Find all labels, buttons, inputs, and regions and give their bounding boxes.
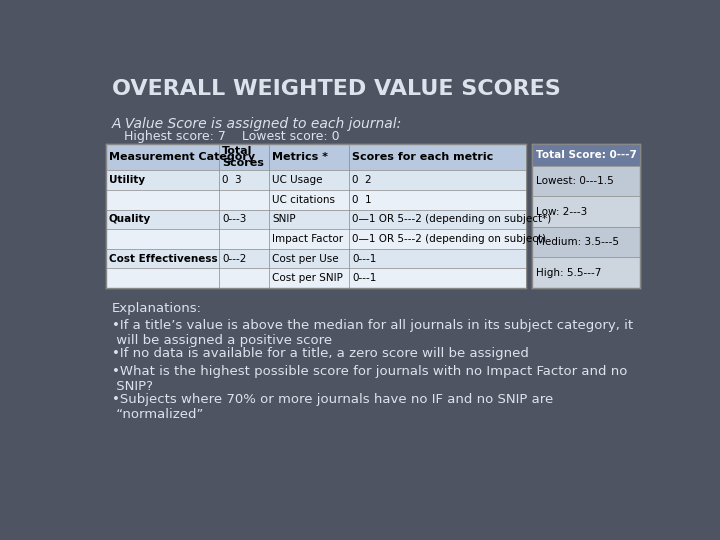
Text: UC Usage: UC Usage <box>272 175 323 185</box>
Bar <box>106 210 526 229</box>
Bar <box>106 268 526 288</box>
Text: 0---2: 0---2 <box>222 254 246 264</box>
Text: Low: 2---3: Low: 2---3 <box>536 207 587 217</box>
Text: Highest score: 7    Lowest score: 0: Highest score: 7 Lowest score: 0 <box>112 130 339 143</box>
Bar <box>532 258 640 288</box>
Bar <box>532 144 640 288</box>
Text: Metrics *: Metrics * <box>272 152 328 162</box>
Text: High: 5.5---7: High: 5.5---7 <box>536 268 601 278</box>
Text: 0---3: 0---3 <box>222 214 246 225</box>
Bar <box>532 196 640 227</box>
Text: 0—1 OR 5---2 (depending on subject): 0—1 OR 5---2 (depending on subject) <box>352 234 546 244</box>
Bar <box>106 144 526 170</box>
Text: 0—1 OR 5---2 (depending on subject*): 0—1 OR 5---2 (depending on subject*) <box>352 214 552 225</box>
Text: Cost Effectiveness: Cost Effectiveness <box>109 254 217 264</box>
Text: A Value Score is assigned to each journal:: A Value Score is assigned to each journa… <box>112 117 402 131</box>
Text: Total
Scores: Total Scores <box>222 146 264 168</box>
Bar <box>532 166 640 196</box>
Text: Explanations:: Explanations: <box>112 302 202 315</box>
Text: Impact Factor: Impact Factor <box>272 234 343 244</box>
Bar <box>106 190 526 210</box>
Text: •Subjects where 70% or more journals have no IF and no SNIP are
 “normalized”: •Subjects where 70% or more journals hav… <box>112 393 553 421</box>
Text: UC citations: UC citations <box>272 195 336 205</box>
Text: •What is the highest possible score for journals with no Impact Factor and no
 S: •What is the highest possible score for … <box>112 364 627 393</box>
Text: Scores for each metric: Scores for each metric <box>352 152 493 162</box>
Text: 0  2: 0 2 <box>352 175 372 185</box>
Text: OVERALL WEIGHTED VALUE SCORES: OVERALL WEIGHTED VALUE SCORES <box>112 79 560 99</box>
Bar <box>106 249 526 268</box>
Text: Total Score: 0---7: Total Score: 0---7 <box>536 150 636 160</box>
Bar <box>106 229 526 249</box>
Bar <box>106 170 526 190</box>
Text: •If a title’s value is above the median for all journals in its subject category: •If a title’s value is above the median … <box>112 319 633 347</box>
Text: 0  1: 0 1 <box>352 195 372 205</box>
Bar <box>106 144 526 288</box>
Text: 0  3: 0 3 <box>222 175 242 185</box>
Text: Lowest: 0---1.5: Lowest: 0---1.5 <box>536 176 613 186</box>
Text: Quality: Quality <box>109 214 151 225</box>
Text: SNIP: SNIP <box>272 214 296 225</box>
Text: 0---1: 0---1 <box>352 254 377 264</box>
Text: •If no data is available for a title, a zero score will be assigned: •If no data is available for a title, a … <box>112 347 528 360</box>
Bar <box>532 227 640 258</box>
Text: Measurement Category: Measurement Category <box>109 152 255 162</box>
Text: 0---1: 0---1 <box>352 273 377 284</box>
Bar <box>532 144 640 166</box>
Text: Utility: Utility <box>109 175 145 185</box>
Text: Cost per SNIP: Cost per SNIP <box>272 273 343 284</box>
Text: Medium: 3.5---5: Medium: 3.5---5 <box>536 237 618 247</box>
Text: Cost per Use: Cost per Use <box>272 254 339 264</box>
